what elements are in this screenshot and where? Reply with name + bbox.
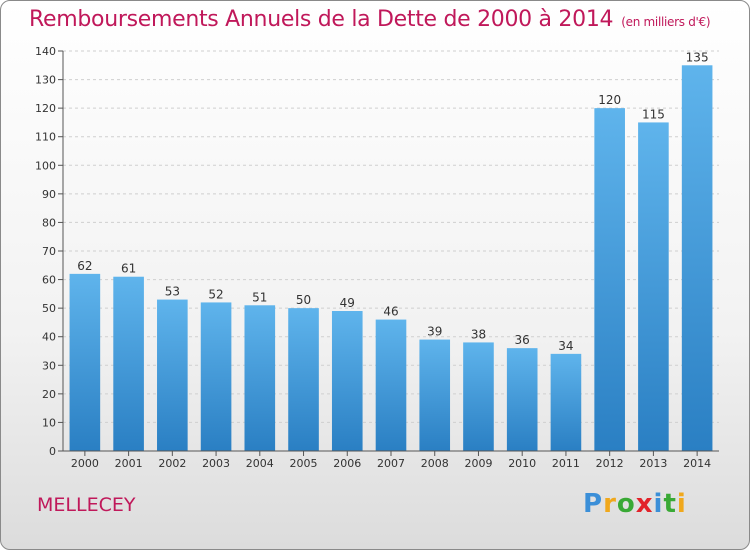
y-tick-label: 90 bbox=[42, 188, 56, 201]
y-tick-label: 40 bbox=[42, 331, 56, 344]
bar-value-label: 36 bbox=[515, 333, 530, 347]
y-tick-label: 60 bbox=[42, 274, 56, 287]
bar-value-label: 38 bbox=[471, 327, 486, 341]
bar bbox=[157, 299, 188, 451]
x-tick-label: 2013 bbox=[639, 457, 667, 470]
chart-title-text: Remboursements Annuels de la Dette de 20… bbox=[29, 7, 614, 32]
x-tick-label: 2010 bbox=[508, 457, 536, 470]
bar-value-label: 115 bbox=[642, 107, 665, 121]
x-tick-label: 2011 bbox=[552, 457, 580, 470]
bar-value-label: 51 bbox=[252, 290, 267, 304]
bar-value-label: 50 bbox=[296, 293, 311, 307]
x-tick-label: 2012 bbox=[596, 457, 624, 470]
y-tick-label: 100 bbox=[35, 159, 56, 172]
y-tick-label: 140 bbox=[35, 45, 56, 58]
axes: 0 10 20 30 40 50 60 70 80 90 100 110 120 130 140 2000 20… bbox=[35, 45, 719, 470]
x-tick-label: 2002 bbox=[158, 457, 186, 470]
y-tick-label: 70 bbox=[42, 245, 56, 258]
y-tick-label: 120 bbox=[35, 102, 56, 115]
x-tick-label: 2006 bbox=[333, 457, 361, 470]
bar bbox=[331, 311, 363, 451]
bar-value-label: 61 bbox=[121, 262, 136, 276]
bar bbox=[69, 273, 101, 451]
y-tick-label: 30 bbox=[42, 359, 56, 372]
bar-value-label: 62 bbox=[77, 259, 92, 273]
bar bbox=[113, 276, 144, 451]
bar bbox=[463, 342, 494, 451]
y-tick-label: 80 bbox=[42, 216, 56, 229]
bars: 62 61 53 52 51 50 49 46 39 38 36 34 120 115 135 bbox=[69, 50, 713, 452]
x-tick-label: 2008 bbox=[421, 457, 449, 470]
y-tick-label: 10 bbox=[42, 416, 56, 429]
logo-letter: t bbox=[663, 489, 677, 519]
bar-value-label: 135 bbox=[686, 50, 709, 64]
chart-title: Remboursements Annuels de la Dette de 20… bbox=[29, 7, 711, 32]
bar-value-label: 39 bbox=[427, 325, 442, 339]
logo-letter: r bbox=[603, 489, 617, 519]
bar bbox=[550, 353, 582, 451]
x-tick-label: 2009 bbox=[464, 457, 492, 470]
bar-value-label: 52 bbox=[208, 287, 223, 301]
bar bbox=[288, 308, 319, 451]
x-tick-label: 2014 bbox=[683, 457, 711, 470]
bar bbox=[200, 302, 232, 451]
proxiti-logo[interactable]: Proxiti bbox=[583, 489, 687, 519]
chart-subtitle: (en milliers d'€) bbox=[621, 15, 711, 29]
y-tick-label: 50 bbox=[42, 302, 56, 315]
logo-letter: i bbox=[676, 489, 687, 519]
x-tick-label: 2001 bbox=[115, 457, 143, 470]
bar-value-label: 46 bbox=[383, 305, 398, 319]
logo-letter: x bbox=[635, 489, 654, 519]
logo-letter: P bbox=[583, 489, 604, 519]
bar-value-label: 53 bbox=[165, 285, 180, 299]
bar bbox=[681, 65, 713, 452]
bar bbox=[375, 319, 407, 451]
y-tick-label: 130 bbox=[35, 74, 56, 87]
bar-value-label: 34 bbox=[558, 339, 573, 353]
y-tick-label: 110 bbox=[35, 131, 56, 144]
x-tick-label: 2004 bbox=[246, 457, 274, 470]
logo-letter: o bbox=[616, 489, 636, 519]
x-tick-label: 2005 bbox=[290, 457, 318, 470]
x-tick-label: 2000 bbox=[71, 457, 99, 470]
y-tick-label: 0 bbox=[49, 445, 56, 458]
x-tick-label: 2007 bbox=[377, 457, 405, 470]
bar bbox=[594, 108, 625, 452]
commune-name: MELLECEY bbox=[37, 494, 136, 516]
y-tick-label: 20 bbox=[42, 388, 56, 401]
logo-letter: i bbox=[653, 489, 664, 519]
bar bbox=[638, 122, 669, 451]
bar-value-label: 120 bbox=[598, 93, 621, 107]
x-tick-label: 2003 bbox=[202, 457, 230, 470]
bar-value-label: 49 bbox=[340, 296, 355, 310]
bar bbox=[419, 339, 451, 451]
bar bbox=[244, 305, 276, 451]
bar bbox=[506, 348, 538, 451]
